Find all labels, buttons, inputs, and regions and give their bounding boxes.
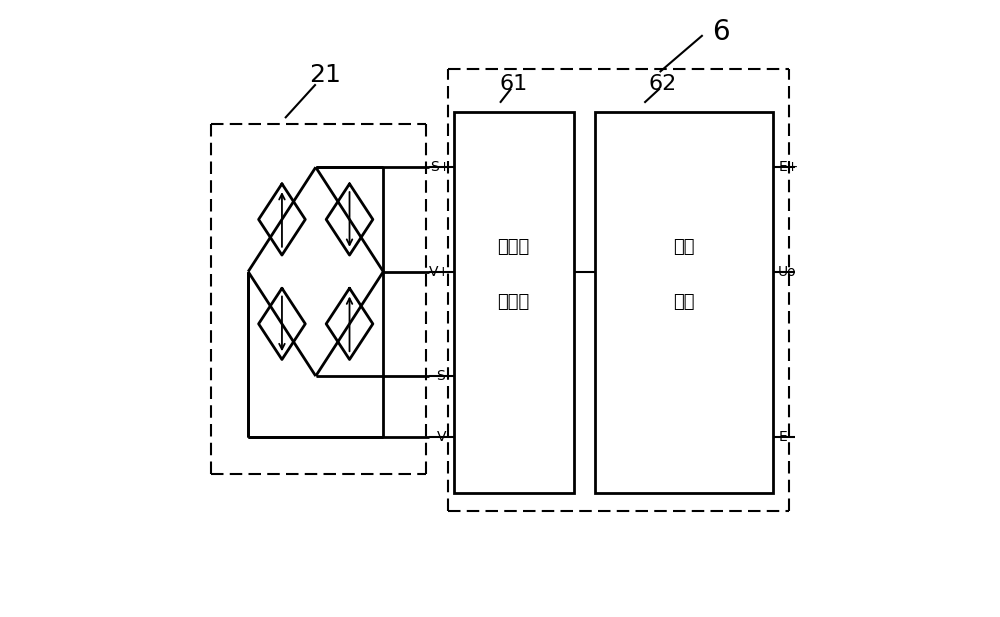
Text: 理电路: 理电路 xyxy=(497,293,530,312)
Text: 61: 61 xyxy=(499,74,528,94)
Text: V+: V+ xyxy=(429,265,450,279)
Text: 电路: 电路 xyxy=(674,293,695,312)
Text: E+: E+ xyxy=(778,160,799,174)
Bar xyxy=(595,112,773,493)
Text: 21: 21 xyxy=(309,63,341,87)
Text: 62: 62 xyxy=(649,74,677,94)
Text: E-: E- xyxy=(778,431,792,444)
Text: V-: V- xyxy=(437,431,450,444)
Text: 保护: 保护 xyxy=(674,238,695,256)
Text: 信号调: 信号调 xyxy=(497,238,530,256)
Text: Uo: Uo xyxy=(778,265,797,279)
Text: S-: S- xyxy=(437,369,450,383)
Text: S+: S+ xyxy=(430,160,450,174)
Text: 6: 6 xyxy=(712,18,730,46)
Bar xyxy=(454,112,574,493)
